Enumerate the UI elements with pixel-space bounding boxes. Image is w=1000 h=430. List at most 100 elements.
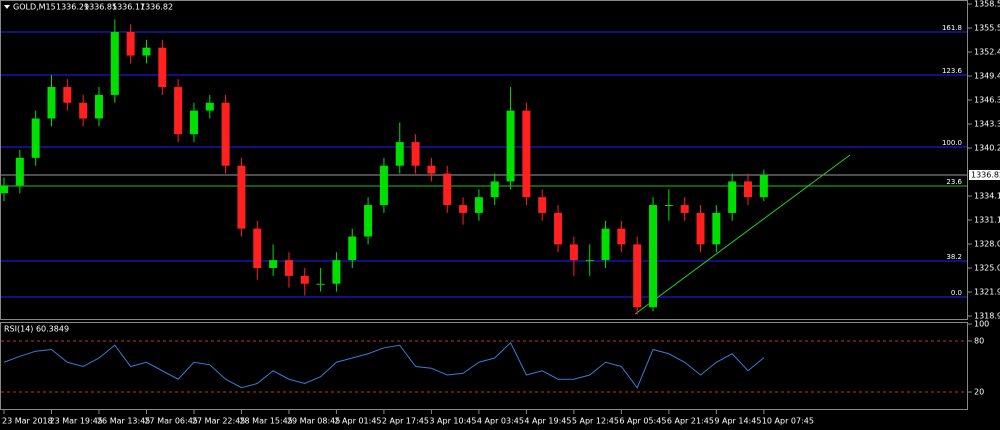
candle-body <box>316 283 325 285</box>
y-tick-label: 1328.05 <box>974 239 1000 248</box>
fib-label: 161.8 <box>942 24 962 32</box>
fib-label: 100.0 <box>942 139 962 147</box>
candle-body <box>221 102 230 166</box>
y-tick-label: 1355.50 <box>974 24 1000 33</box>
y-tick-label: 1358.55 <box>974 0 1000 9</box>
candle-body <box>348 236 357 261</box>
x-tick-label: 28 Mar 15:45 <box>239 417 292 426</box>
candle-body <box>680 205 689 213</box>
rsi-line <box>3 341 765 389</box>
candle-body <box>633 244 642 308</box>
fib-label: 23.6 <box>946 178 962 186</box>
candle-body <box>0 185 8 194</box>
x-tick-label: 23 Mar 19:45 <box>49 417 102 426</box>
header-value: 1336.82 <box>140 3 173 12</box>
x-tick-label: 4 Apr 03:45 <box>477 417 524 426</box>
candle-body <box>712 212 721 245</box>
x-tick-label: 27 Mar 06:45 <box>144 417 197 426</box>
x-tick-label: 6 Apr 05:45 <box>619 417 666 426</box>
candle-body <box>332 260 341 284</box>
x-tick-label: 5 Apr 12:45 <box>572 417 619 426</box>
candle-body <box>427 165 436 174</box>
main-panel <box>0 0 968 320</box>
candle-body <box>601 228 610 261</box>
x-tick-label: 3 Apr 10:45 <box>429 417 476 426</box>
current-price-box <box>969 169 1000 180</box>
x-tick-label: 9 Apr 14:45 <box>714 417 761 426</box>
rsi-title: RSI(14) 60.3849 <box>4 325 69 334</box>
candle-body <box>300 275 309 284</box>
candle-body <box>728 181 737 213</box>
y-tick-label: 1340.25 <box>974 144 1000 153</box>
candle-body <box>379 165 388 206</box>
candle-body <box>237 165 246 229</box>
candle-body <box>459 205 468 213</box>
y-tick-label: 1318.90 <box>974 311 1000 320</box>
candle-body <box>158 47 167 88</box>
candle-body <box>664 205 673 207</box>
candle-body <box>522 110 531 198</box>
candle-body <box>174 87 183 135</box>
y-tick-label: 20 <box>974 388 984 397</box>
x-tick-label: 2 Apr 17:45 <box>382 417 429 426</box>
trendline <box>634 154 851 315</box>
candle-body <box>538 197 547 213</box>
fib-label: 123.6 <box>942 67 963 75</box>
candle-body <box>253 228 262 268</box>
symbol: GOLD,M15 <box>13 3 56 12</box>
candle-body <box>126 31 135 56</box>
x-tick-label: 6 Apr 21:45 <box>667 417 714 426</box>
candle-body <box>490 181 499 198</box>
candle-body <box>585 260 594 262</box>
fib-label: 38.2 <box>946 253 962 261</box>
candle-body <box>617 228 626 245</box>
fib-label: 0.0 <box>951 289 962 297</box>
candle-body <box>63 87 72 103</box>
header-value: 1336.29 <box>56 3 89 12</box>
y-tick-label: 100 <box>974 320 989 329</box>
candle-body <box>696 212 705 245</box>
y-tick-label: 1349.40 <box>974 72 1000 81</box>
candle-body <box>364 205 373 237</box>
y-tick-label: 1346.35 <box>974 96 1000 105</box>
y-tick-label: 1352.45 <box>974 48 1000 57</box>
candle-body <box>205 102 214 111</box>
candle-body <box>94 94 103 119</box>
x-tick-label: 27 Mar 22:45 <box>192 417 245 426</box>
candle-body <box>759 174 768 198</box>
y-tick-label: 80 <box>974 337 984 346</box>
candle-body <box>569 244 578 261</box>
candle-body <box>649 205 658 308</box>
candle-body <box>269 260 278 268</box>
candle-body <box>284 260 293 276</box>
y-tick-label: 1343.30 <box>974 120 1000 129</box>
candle-body <box>506 110 515 182</box>
y-tick-label: 1321.95 <box>974 287 1000 296</box>
candle-body <box>411 142 420 166</box>
y-tick-label: 1325.00 <box>974 263 1000 272</box>
x-tick-label: 29 Mar 08:45 <box>287 417 340 426</box>
menu-arrow[interactable] <box>4 5 10 9</box>
current-price-label: 1336.82 <box>971 170 1000 179</box>
y-tick-label: 1334.15 <box>974 191 1000 200</box>
candle-body <box>142 47 151 56</box>
candle-body <box>47 87 56 119</box>
x-tick-label: 4 Apr 19:45 <box>524 417 571 426</box>
candle-body <box>110 31 119 95</box>
candle-body <box>443 173 452 206</box>
x-tick-label: 2 Apr 01:45 <box>334 417 381 426</box>
candle-body <box>15 157 24 186</box>
x-tick-label: 26 Mar 13:45 <box>97 417 150 426</box>
candle-body <box>474 197 483 213</box>
candle-body <box>189 110 198 135</box>
header-value: 1336.85 <box>84 3 117 12</box>
candle-body <box>31 118 40 158</box>
x-tick-label: 10 Apr 07:45 <box>762 417 814 426</box>
x-tick-label: 23 Mar 2018 <box>2 417 53 426</box>
candle-body <box>554 212 563 245</box>
candle-body <box>744 181 753 198</box>
candle-body <box>79 102 88 119</box>
rsi-panel <box>0 322 968 410</box>
